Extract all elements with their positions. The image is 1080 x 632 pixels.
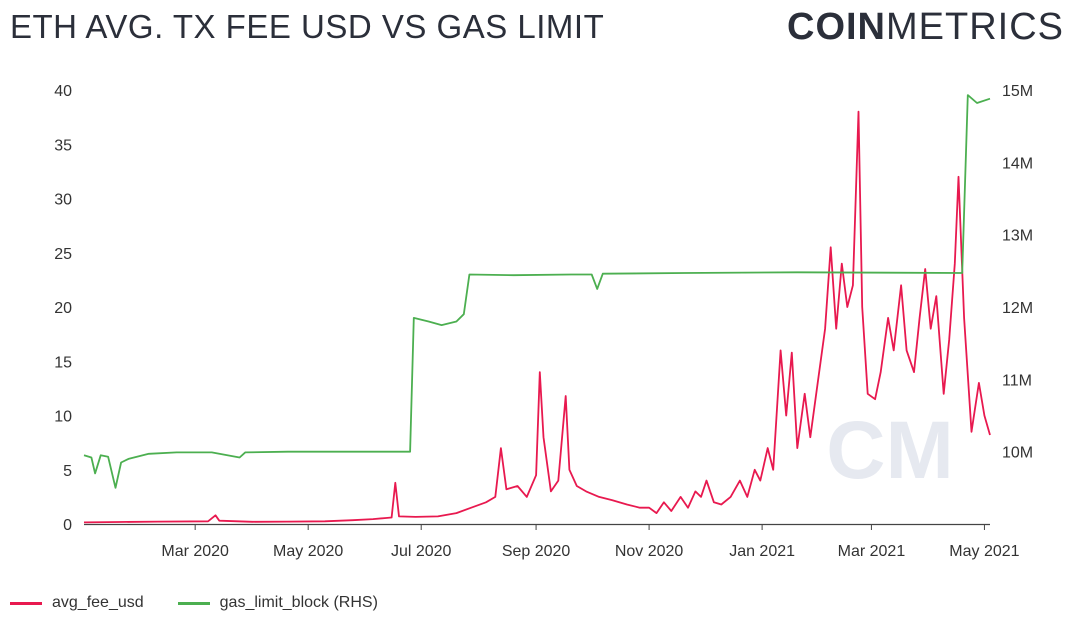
chart-svg: CM 0 5 10 15 20 25 30 35 40 10M 11M 12M 13M 14M 15M Mar…	[54, 83, 1033, 560]
y-left-tick-label: 35	[54, 137, 72, 154]
y-left-tick-label: 5	[63, 463, 72, 480]
x-tick-label: Sep 2020	[502, 543, 571, 560]
legend-swatch-fee	[10, 601, 42, 605]
x-tick-label: May 2021	[949, 543, 1019, 560]
chart-title: ETH AVG. TX FEE USD VS GAS LIMIT	[10, 8, 605, 45]
coinmetrics-logo: COINMETRICS	[787, 6, 1064, 49]
y-left-tick-label: 0	[63, 517, 72, 534]
legend: avg_fee_usd gas_limit_block (RHS)	[10, 594, 412, 612]
y-left-tick-label: 10	[54, 409, 72, 426]
legend-label-fee: avg_fee_usd	[52, 594, 144, 611]
logo-bold-text: COIN	[787, 6, 886, 48]
y-left-tick-label: 20	[54, 300, 72, 317]
series-line-avg-fee	[83, 110, 991, 524]
logo-light-text: METRICS	[886, 6, 1064, 48]
legend-swatch-gas	[177, 601, 210, 605]
y-right-tick-label: 11M	[1002, 372, 1032, 389]
x-tick-label: Jan 2021	[729, 543, 795, 560]
x-tick-label: Jul 2020	[391, 543, 452, 560]
tick-labels: 0 5 10 15 20 25 30 35 40 10M 11M 12M 13M 14M 15M Mar 20…	[54, 83, 1033, 560]
legend-label-gas: gas_limit_block (RHS)	[219, 594, 378, 611]
y-right-tick-label: 14M	[1002, 155, 1033, 172]
y-left-tick-label: 30	[54, 192, 72, 209]
y-right-tick-label: 12M	[1002, 300, 1033, 317]
y-right-tick-label: 13M	[1002, 228, 1033, 245]
x-tick-label: Nov 2020	[615, 543, 684, 560]
series-line-gas-limit	[83, 94, 991, 489]
y-right-tick-label: 15M	[1002, 83, 1033, 100]
x-tick-label: Mar 2021	[838, 543, 906, 560]
y-left-tick-label: 40	[54, 83, 72, 100]
y-left-tick-label: 25	[54, 246, 72, 263]
y-right-tick-label: 10M	[1002, 445, 1033, 462]
x-tick-label: May 2020	[273, 543, 343, 560]
series-lines	[83, 94, 991, 524]
cm-watermark: CM	[826, 405, 954, 496]
legend-item-fee[interactable]: avg_fee_usd	[10, 594, 144, 612]
legend-item-gas[interactable]: gas_limit_block (RHS)	[177, 594, 378, 612]
axes	[84, 523, 990, 530]
y-left-tick-label: 15	[54, 354, 72, 371]
x-tick-label: Mar 2020	[161, 543, 229, 560]
